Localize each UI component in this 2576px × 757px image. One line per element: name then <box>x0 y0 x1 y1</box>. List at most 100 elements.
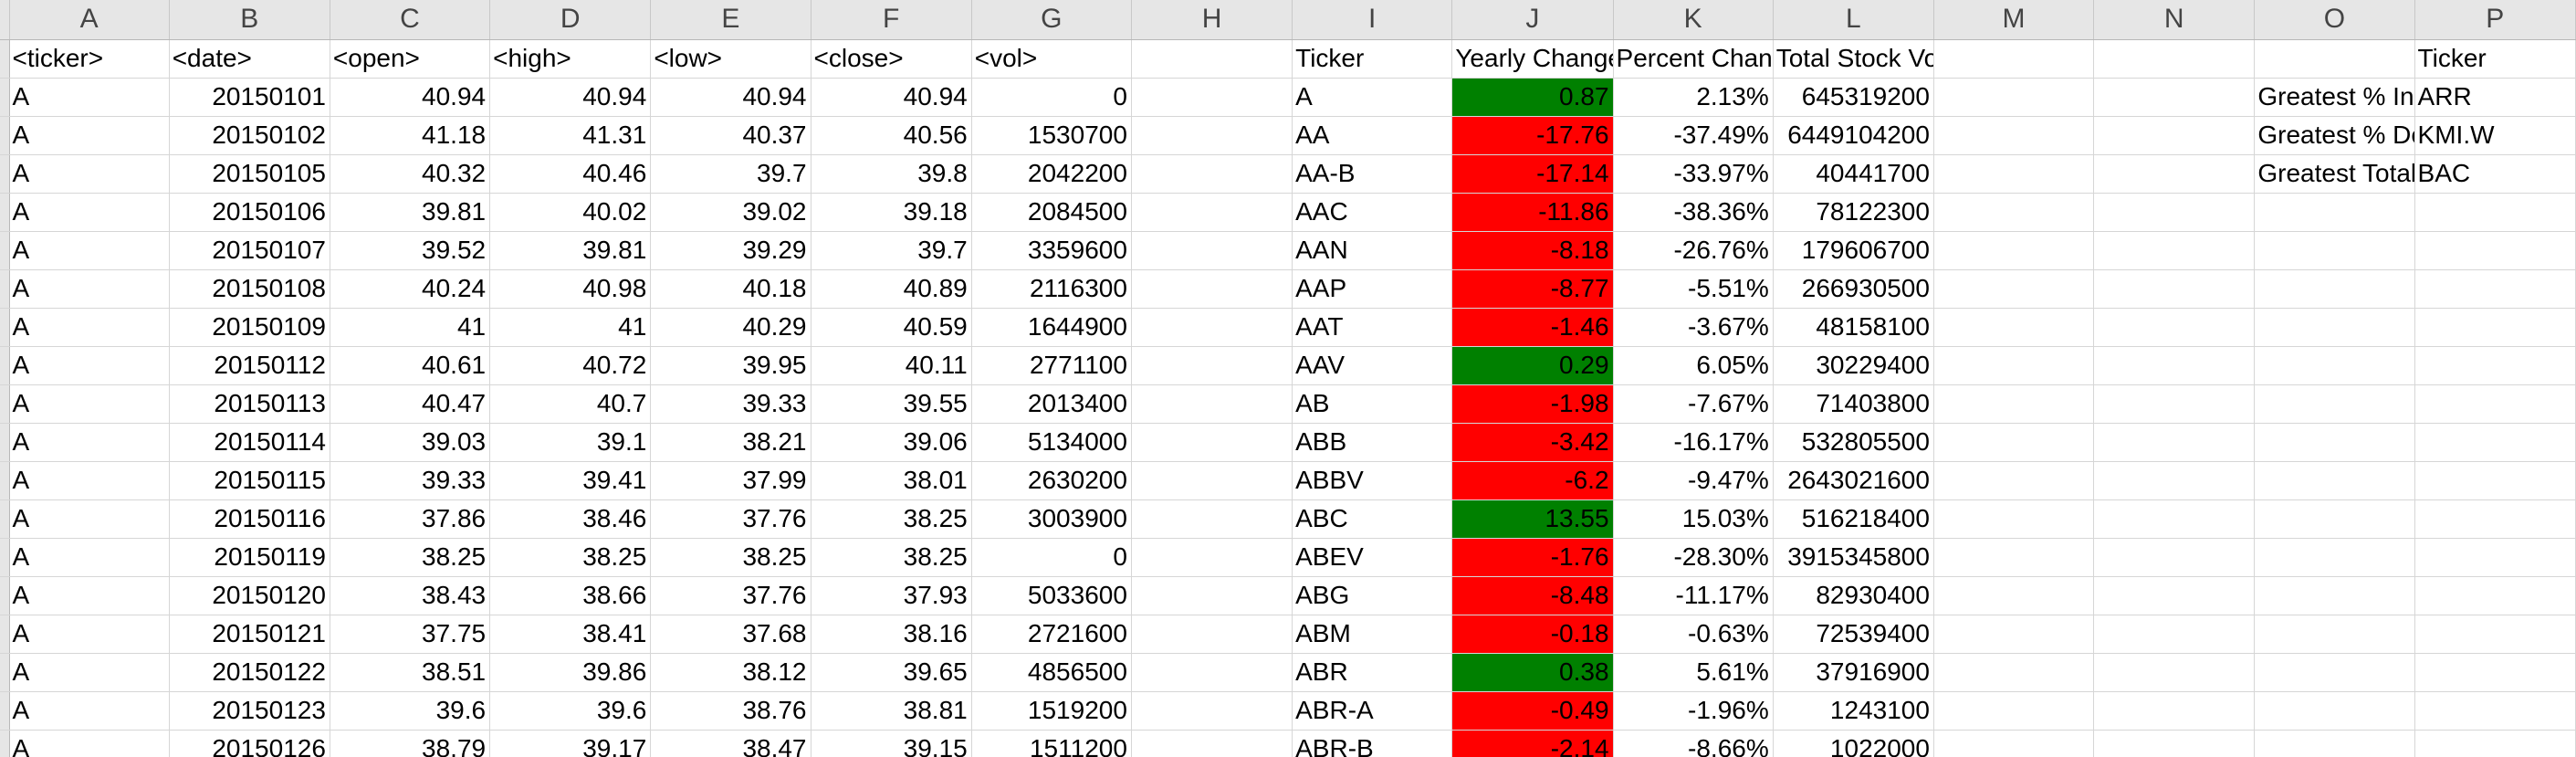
summary-header-total-volume[interactable]: Total Stock Volume <box>1773 39 1934 79</box>
raw-data-cell[interactable]: 38.25 <box>330 538 491 577</box>
empty-cell[interactable] <box>2093 423 2256 462</box>
empty-cell[interactable] <box>2093 730 2256 757</box>
column-header-j[interactable]: J <box>1451 0 1614 40</box>
yearly-change-cell[interactable]: -3.42 <box>1451 423 1614 462</box>
empty-cell[interactable] <box>1131 461 1293 500</box>
raw-data-cell[interactable]: 4856500 <box>971 653 1132 692</box>
percent-change-cell[interactable]: 6.05% <box>1613 346 1774 385</box>
empty-cell[interactable] <box>1933 538 2095 577</box>
summary-ticker-cell[interactable]: A <box>1292 78 1453 117</box>
yearly-change-cell[interactable]: 0.87 <box>1451 78 1614 117</box>
column-header-d[interactable]: D <box>489 0 652 40</box>
raw-data-cell[interactable]: 2630200 <box>971 461 1132 500</box>
raw-data-cell[interactable]: A <box>9 499 170 539</box>
raw-data-cell[interactable]: 39.52 <box>330 231 491 270</box>
raw-data-cell[interactable]: 20150107 <box>169 231 330 270</box>
empty-cell[interactable] <box>1933 615 2095 654</box>
raw-data-cell[interactable]: A <box>9 538 170 577</box>
raw-data-cell[interactable]: 1644900 <box>971 308 1132 347</box>
empty-cell[interactable] <box>1131 308 1293 347</box>
percent-change-cell[interactable]: -16.17% <box>1613 423 1774 462</box>
empty-cell[interactable] <box>1131 269 1293 309</box>
summary-header-percent-change[interactable]: Percent Change <box>1613 39 1774 79</box>
empty-cell[interactable] <box>1933 154 2095 194</box>
raw-header-cell[interactable]: <ticker> <box>9 39 170 79</box>
empty-cell[interactable] <box>2093 39 2256 79</box>
raw-header-cell[interactable]: <low> <box>650 39 812 79</box>
row-header[interactable] <box>0 346 10 385</box>
empty-cell[interactable] <box>1933 384 2095 424</box>
raw-data-cell[interactable]: 37.76 <box>650 499 812 539</box>
raw-data-cell[interactable]: 40.94 <box>330 78 491 117</box>
empty-cell[interactable] <box>2254 576 2415 615</box>
row-header[interactable] <box>0 39 10 79</box>
percent-change-cell[interactable]: -0.63% <box>1613 615 1774 654</box>
raw-data-cell[interactable]: 39.18 <box>811 193 972 232</box>
row-header[interactable] <box>0 730 10 757</box>
empty-cell[interactable] <box>1131 499 1293 539</box>
row-header[interactable] <box>0 154 10 194</box>
raw-data-cell[interactable]: 39.33 <box>650 384 812 424</box>
empty-cell[interactable] <box>2414 576 2576 615</box>
raw-data-cell[interactable]: 39.81 <box>330 193 491 232</box>
raw-data-cell[interactable]: 41 <box>330 308 491 347</box>
raw-data-cell[interactable]: 39.81 <box>489 231 652 270</box>
raw-data-cell[interactable]: 38.51 <box>330 653 491 692</box>
empty-cell[interactable] <box>1933 193 2095 232</box>
greatest-ticker-cell[interactable]: KMI.W <box>2414 116 2576 155</box>
percent-change-cell[interactable]: -38.36% <box>1613 193 1774 232</box>
row-header[interactable] <box>0 653 10 692</box>
empty-cell[interactable] <box>2414 461 2576 500</box>
yearly-change-cell[interactable]: -11.86 <box>1451 193 1614 232</box>
raw-data-cell[interactable]: 39.6 <box>489 691 652 731</box>
percent-change-cell[interactable]: -8.66% <box>1613 730 1774 757</box>
empty-cell[interactable] <box>2414 691 2576 731</box>
raw-data-cell[interactable]: 38.79 <box>330 730 491 757</box>
yearly-change-cell[interactable]: -1.76 <box>1451 538 1614 577</box>
empty-cell[interactable] <box>1131 78 1293 117</box>
raw-data-cell[interactable]: 39.17 <box>489 730 652 757</box>
column-header-n[interactable]: N <box>2093 0 2256 40</box>
raw-data-cell[interactable]: 38.41 <box>489 615 652 654</box>
raw-data-cell[interactable]: 40.61 <box>330 346 491 385</box>
raw-data-cell[interactable]: 20150126 <box>169 730 330 757</box>
percent-change-cell[interactable]: -28.30% <box>1613 538 1774 577</box>
raw-data-cell[interactable]: 38.25 <box>811 499 972 539</box>
raw-data-cell[interactable]: 40.18 <box>650 269 812 309</box>
percent-change-cell[interactable]: -26.76% <box>1613 231 1774 270</box>
empty-cell[interactable] <box>2093 308 2256 347</box>
raw-data-cell[interactable]: 3359600 <box>971 231 1132 270</box>
raw-data-cell[interactable]: 20150109 <box>169 308 330 347</box>
empty-cell[interactable] <box>1131 653 1293 692</box>
percent-change-cell[interactable]: -37.49% <box>1613 116 1774 155</box>
empty-cell[interactable] <box>1131 576 1293 615</box>
raw-data-cell[interactable]: 38.81 <box>811 691 972 731</box>
raw-data-cell[interactable]: 20150106 <box>169 193 330 232</box>
total-volume-cell[interactable]: 48158100 <box>1773 308 1934 347</box>
raw-data-cell[interactable]: 40.46 <box>489 154 652 194</box>
raw-data-cell[interactable]: 39.95 <box>650 346 812 385</box>
raw-header-cell[interactable]: <close> <box>811 39 972 79</box>
raw-header-cell[interactable]: <high> <box>489 39 652 79</box>
empty-cell[interactable] <box>2093 116 2256 155</box>
raw-data-cell[interactable]: 37.86 <box>330 499 491 539</box>
empty-cell[interactable] <box>1933 653 2095 692</box>
column-header-p[interactable]: P <box>2414 0 2576 40</box>
raw-data-cell[interactable]: 2116300 <box>971 269 1132 309</box>
raw-data-cell[interactable]: 1519200 <box>971 691 1132 731</box>
empty-cell[interactable] <box>1131 193 1293 232</box>
summary-ticker-cell[interactable]: AAT <box>1292 308 1453 347</box>
summary-ticker-cell[interactable]: AAP <box>1292 269 1453 309</box>
raw-data-cell[interactable]: A <box>9 615 170 654</box>
percent-change-cell[interactable]: 2.13% <box>1613 78 1774 117</box>
yearly-change-cell[interactable]: -8.18 <box>1451 231 1614 270</box>
empty-cell[interactable] <box>2254 730 2415 757</box>
empty-cell[interactable] <box>2254 653 2415 692</box>
empty-cell[interactable] <box>2093 691 2256 731</box>
raw-data-cell[interactable]: 41.31 <box>489 116 652 155</box>
raw-data-cell[interactable]: 20150108 <box>169 269 330 309</box>
row-header[interactable] <box>0 615 10 654</box>
percent-change-cell[interactable]: -7.67% <box>1613 384 1774 424</box>
raw-data-cell[interactable]: 20150105 <box>169 154 330 194</box>
summary-header-yearly-change[interactable]: Yearly Change <box>1451 39 1614 79</box>
